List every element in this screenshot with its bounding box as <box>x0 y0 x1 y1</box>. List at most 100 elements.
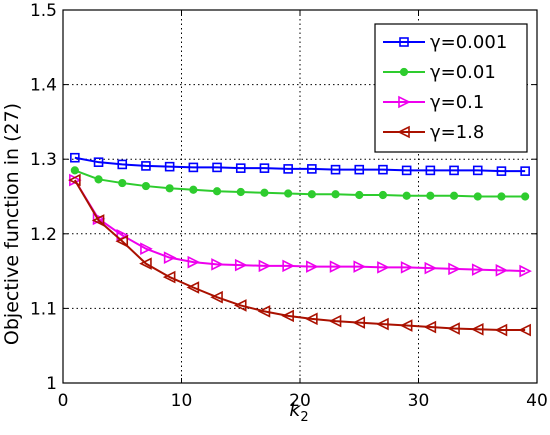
data-point <box>352 316 366 329</box>
data-point <box>233 299 247 312</box>
data-point <box>139 257 152 270</box>
y-tick-label: 1.4 <box>30 76 57 96</box>
x-tick-label: 10 <box>171 391 193 411</box>
legend-marker <box>399 67 409 77</box>
x-axis-label: k2 <box>289 399 308 425</box>
data-point <box>94 175 103 184</box>
data-point <box>449 191 459 200</box>
data-point <box>235 163 246 173</box>
data-point <box>282 259 295 273</box>
data-point <box>353 260 367 273</box>
legend: γ=0.001 γ=0.01 γ=0.1 γ=1.8 <box>374 23 528 153</box>
legend-label: γ=0.001 <box>430 32 507 53</box>
data-point <box>116 228 130 242</box>
legend-entry: γ=0.01 <box>383 62 496 83</box>
data-point <box>331 190 340 199</box>
y-tick-label: 1.5 <box>30 1 57 21</box>
x-tick-label: 20 <box>289 391 311 411</box>
legend-entry: γ=0.001 <box>383 32 507 53</box>
data-point <box>118 178 127 188</box>
x-axis-label-base: k <box>289 399 301 421</box>
data-point <box>236 187 245 197</box>
data-point <box>520 166 530 176</box>
data-point <box>378 190 388 200</box>
data-point <box>425 165 436 176</box>
legend-entry: γ=0.1 <box>383 92 484 113</box>
data-point <box>496 166 507 176</box>
data-point <box>473 192 482 201</box>
data-point <box>187 255 201 269</box>
data-point <box>448 262 461 276</box>
data-point <box>423 320 437 334</box>
x-tick-label: 0 <box>58 391 69 411</box>
data-point <box>211 258 224 271</box>
data-point <box>329 260 343 273</box>
series-1 <box>70 152 530 176</box>
data-point <box>306 260 319 273</box>
data-point <box>140 242 153 256</box>
data-point <box>497 192 506 201</box>
legend-entry: γ=1.8 <box>383 122 484 143</box>
data-point <box>186 281 200 294</box>
data-point <box>449 165 459 176</box>
data-point <box>70 152 80 163</box>
data-point <box>163 251 177 264</box>
y-axis-label: Objective function in (27) <box>1 103 23 345</box>
data-point <box>283 164 293 174</box>
data-point <box>260 188 269 197</box>
data-point <box>70 166 79 175</box>
data-point <box>189 185 198 194</box>
grid-lines <box>63 10 537 383</box>
x-tick-label: 40 <box>526 391 548 411</box>
data-point <box>93 157 104 167</box>
data-point <box>212 162 222 173</box>
data-point <box>164 161 175 172</box>
data-point <box>447 322 460 335</box>
data-point <box>115 234 129 248</box>
y-tick-label: 1 <box>46 374 57 394</box>
series-3 <box>69 173 532 278</box>
data-point <box>210 290 223 304</box>
data-point <box>354 164 365 175</box>
ticks: 0 10 20 30 40 1 1.1 1.2 1.3 1.4 1.5 <box>30 1 548 411</box>
data-point <box>305 312 318 326</box>
legend-label: γ=0.01 <box>430 62 496 83</box>
data-point <box>402 191 411 200</box>
data-point <box>424 261 438 275</box>
legend-marker <box>398 95 411 109</box>
data-point <box>378 164 388 175</box>
data-point <box>141 161 151 171</box>
legend-marker <box>397 125 410 139</box>
series-line <box>73 179 526 273</box>
data-point <box>472 165 483 176</box>
data-point <box>401 165 412 176</box>
legend-marker <box>399 37 409 47</box>
data-point <box>355 190 364 200</box>
data-point <box>141 181 151 191</box>
y-tick-label: 1.1 <box>30 299 57 319</box>
data-point <box>188 162 199 173</box>
data-point <box>494 323 508 337</box>
data-point <box>234 258 248 272</box>
data-point <box>68 173 81 187</box>
data-point <box>162 270 176 284</box>
data-point <box>399 319 413 332</box>
data-point <box>328 314 342 328</box>
data-point <box>519 264 532 278</box>
series-2 <box>70 166 530 201</box>
data-point <box>521 192 530 201</box>
data-point <box>257 305 271 318</box>
data-point <box>91 214 105 227</box>
data-point <box>212 187 222 196</box>
legend-label: γ=0.1 <box>430 92 484 113</box>
data-point <box>307 190 316 199</box>
data-point <box>284 189 293 198</box>
data-point <box>259 163 270 173</box>
data-point <box>165 184 174 193</box>
x-axis-label-subscript: 2 <box>300 410 308 425</box>
data-point <box>471 263 485 276</box>
x-tick-label: 30 <box>408 391 430 411</box>
data-point <box>400 261 414 274</box>
legend-label: γ=1.8 <box>430 122 484 143</box>
